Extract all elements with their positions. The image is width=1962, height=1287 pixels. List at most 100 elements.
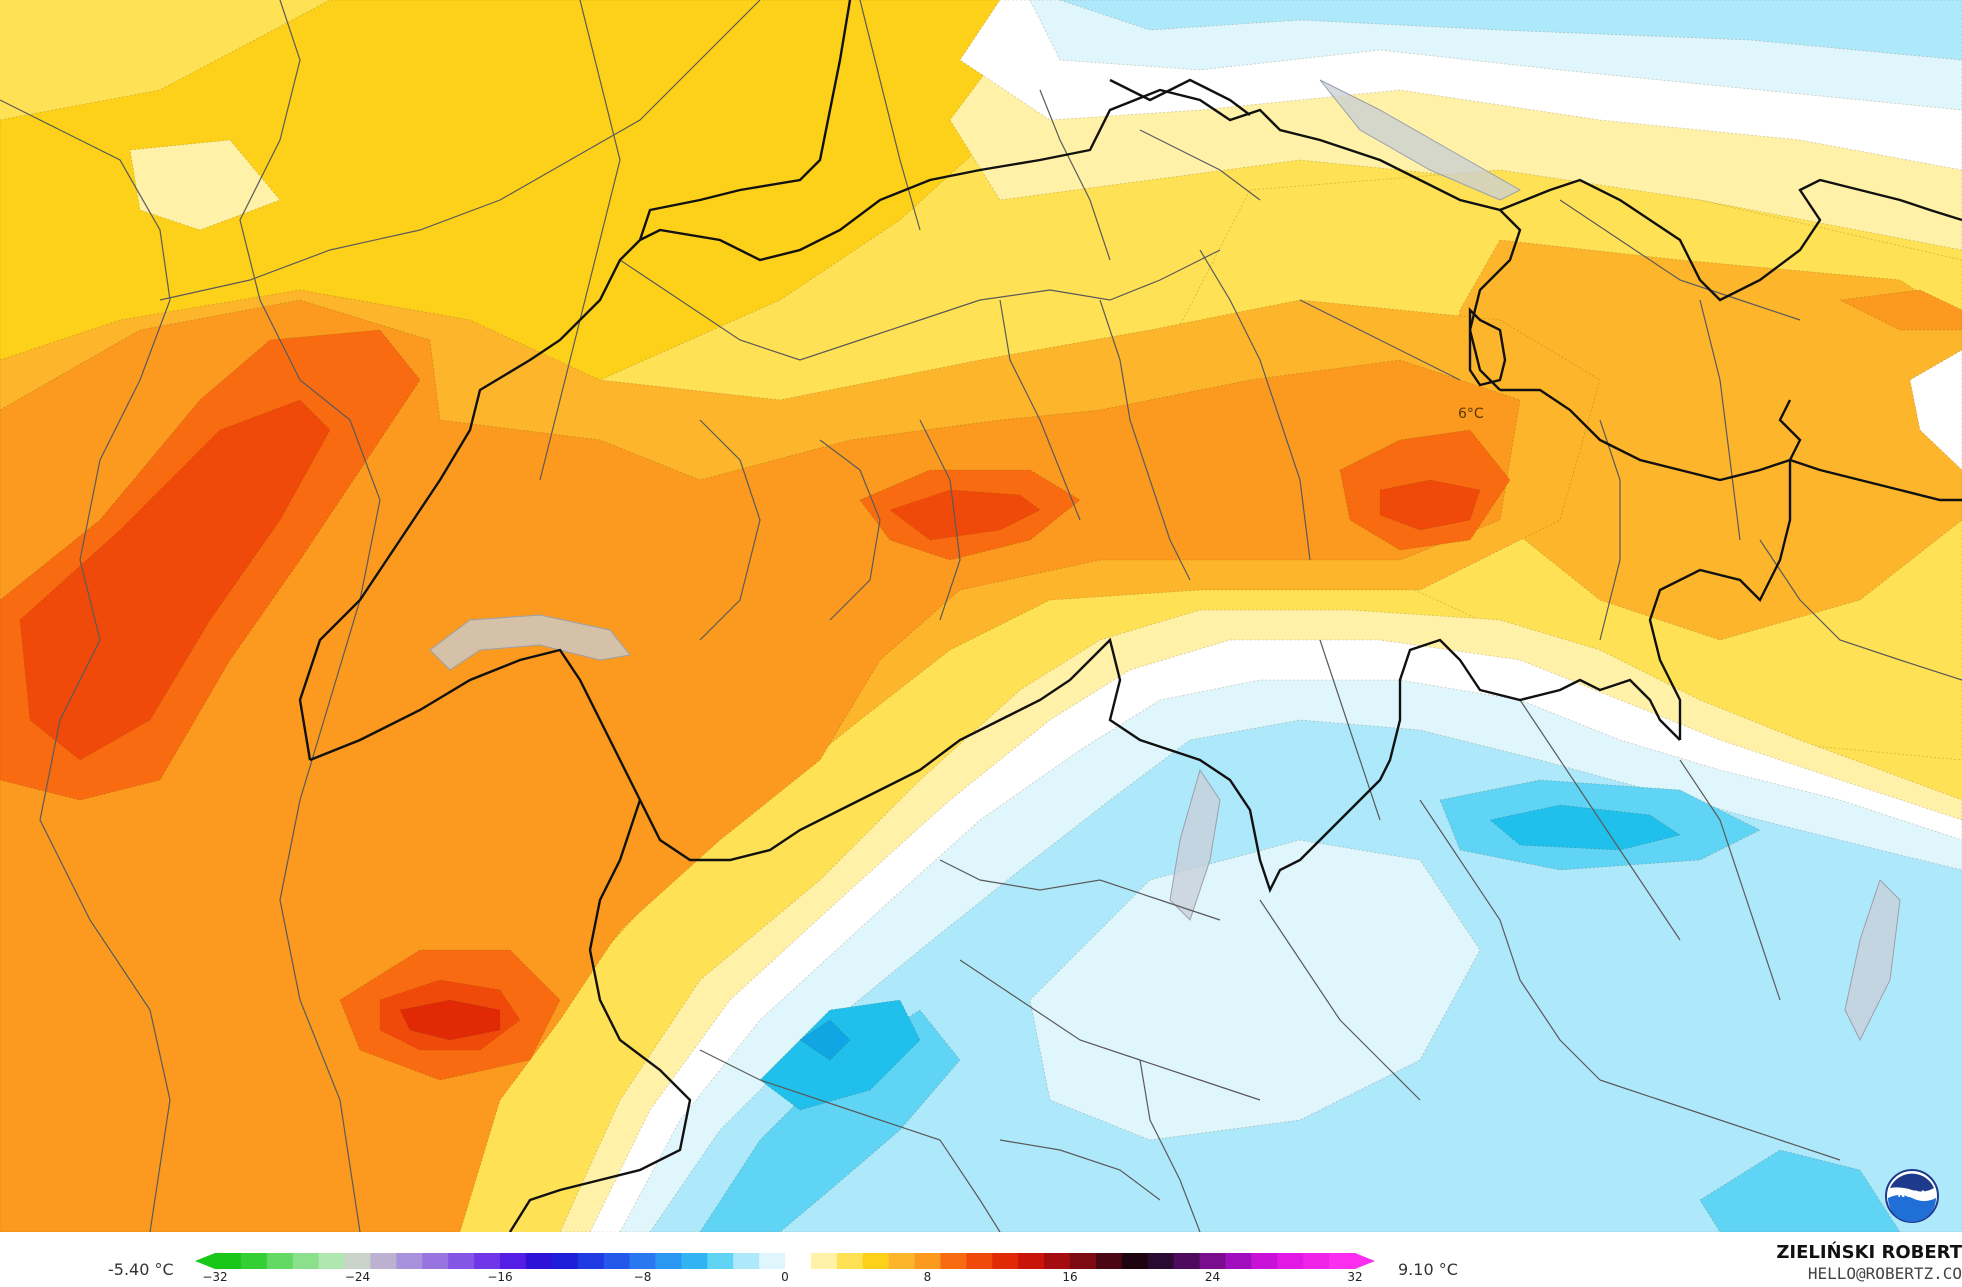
colorbar-segment (525, 1253, 553, 1269)
author-email[interactable]: HELLO@ROBERTZ.CO (1807, 1264, 1962, 1283)
colorbar-segment (966, 1253, 993, 1269)
colorbar-segment (810, 1253, 838, 1269)
national-border-line (1789, 458, 1962, 502)
regional-border-line (539, 0, 621, 481)
colorbar-segment (318, 1253, 346, 1269)
colorbar-segment (292, 1253, 320, 1269)
regional-border-line (619, 249, 1221, 361)
regional-border-line (239, 0, 381, 1232)
noaa-logo: NOAA (1885, 1169, 1939, 1223)
regional-border-line (919, 419, 961, 621)
regional-border-line (1139, 1059, 1201, 1232)
regional-border-line (1139, 129, 1261, 201)
colorbar-segment (500, 1253, 527, 1269)
colorbar-tick-label: −8 (633, 1270, 652, 1284)
regional-border-line (1419, 799, 1601, 1081)
regional-border-line (1559, 199, 1801, 321)
national-border-line (1648, 460, 1792, 740)
colorbar-segment (1018, 1253, 1045, 1269)
regional-border-line (159, 0, 761, 301)
colorbar-segment (396, 1253, 423, 1269)
colorbar-segment (1303, 1253, 1330, 1269)
temperature-colorbar (195, 1253, 1375, 1269)
lake-constance (1319, 79, 1522, 201)
author-credit: ZIELIŃSKI ROBERT (1776, 1242, 1962, 1263)
regional-border-line (1759, 539, 1962, 681)
contour-white-east (1909, 349, 1962, 471)
regional-border-line (1699, 299, 1741, 541)
colorbar-segment (240, 1253, 268, 1269)
colorbar-segment (1329, 1253, 1356, 1269)
regional-border-line (1599, 1079, 1841, 1161)
colorbar-min-arrow (195, 1253, 215, 1269)
colorbar-segment (759, 1253, 786, 1269)
colorbar-tick-label: 32 (1347, 1270, 1363, 1284)
regional-border-line (699, 419, 761, 641)
legend-footer: -5.40 °C −32 −24 −16 −8 0 8 16 24 32 9.10 °C ZIE… (0, 1232, 1962, 1287)
colorbar-segment (707, 1253, 734, 1269)
contour-pale-west (129, 139, 281, 231)
colorbar-tick-label: −32 (202, 1270, 228, 1284)
colorbar-tick-label: 8 (923, 1270, 932, 1284)
regional-border-line (939, 859, 1221, 921)
colorbar-segment (1070, 1253, 1097, 1269)
colorbar-segment (940, 1253, 967, 1269)
colorbar-segment (655, 1253, 682, 1269)
lake-garda (1844, 879, 1901, 1042)
colorbar-segment (888, 1253, 916, 1269)
national-border-line (508, 799, 692, 1232)
colorbar-segment (370, 1253, 397, 1269)
national-border-line (298, 0, 852, 761)
contour-darkorange-center (889, 489, 1041, 541)
colorbar-segment (603, 1253, 631, 1269)
colorbar-segment (629, 1253, 656, 1269)
colorbar-segment (344, 1253, 371, 1269)
colorbar-segment (551, 1253, 579, 1269)
lake-maggiore (1169, 768, 1221, 921)
contour-lightblue-north (1059, 0, 1962, 61)
contour-red-south (399, 999, 501, 1041)
colorbar-segment (914, 1253, 941, 1269)
colorbar-segment (1199, 1253, 1226, 1269)
regional-border-line (1679, 759, 1781, 1001)
colorbar-max-arrow (1355, 1253, 1375, 1269)
colorbar-segment (1147, 1253, 1175, 1269)
contour-orange-east (1838, 289, 1962, 331)
colorbar-segment (1251, 1253, 1278, 1269)
regional-border-line (819, 439, 881, 621)
map-canvas: 6°C (0, 0, 1962, 1232)
regional-border-line (999, 1139, 1161, 1201)
colorbar-segment (1044, 1253, 1071, 1269)
national-border-line (1109, 78, 1251, 116)
colorbar-segment (862, 1253, 890, 1269)
temperature-map[interactable]: 6°C (0, 0, 1962, 1232)
contour-skyblue-southeast (1699, 1149, 1901, 1232)
enclave-border (1468, 307, 1507, 387)
contour-darkorange-west (19, 399, 331, 761)
colorbar-tick-label: 0 (781, 1270, 789, 1284)
contour-skyblue-southwest (699, 1009, 961, 1232)
legend-max-value: 9.10 °C (1398, 1260, 1458, 1279)
lake-geneva (429, 614, 631, 671)
national-border-line (309, 637, 1681, 894)
colorbar-segment (785, 1253, 812, 1269)
contour-blue-east (1489, 804, 1681, 851)
legend-min-value: -5.40 °C (108, 1260, 174, 1279)
regional-border-line (1599, 419, 1621, 641)
colorbar-segment (577, 1253, 605, 1269)
national-borders (298, 0, 1962, 1232)
colorbar-segment (1277, 1253, 1304, 1269)
colorbar-segment (992, 1253, 1019, 1269)
colorbar-segment (266, 1253, 294, 1269)
national-border-line (639, 88, 1522, 391)
contour-blue-southwest (759, 999, 921, 1111)
contour-ice-patch-south (1029, 839, 1481, 1141)
regional-border-line (1039, 89, 1111, 261)
colorbar-segment (474, 1253, 501, 1269)
colorbar-segment (1225, 1253, 1252, 1269)
contour-darkorange-east (1379, 479, 1481, 531)
regional-border-line (859, 0, 921, 231)
colorbar-segment (1121, 1253, 1149, 1269)
national-border-line (1499, 178, 1962, 302)
contour-deepblue-southwest (799, 1019, 851, 1061)
